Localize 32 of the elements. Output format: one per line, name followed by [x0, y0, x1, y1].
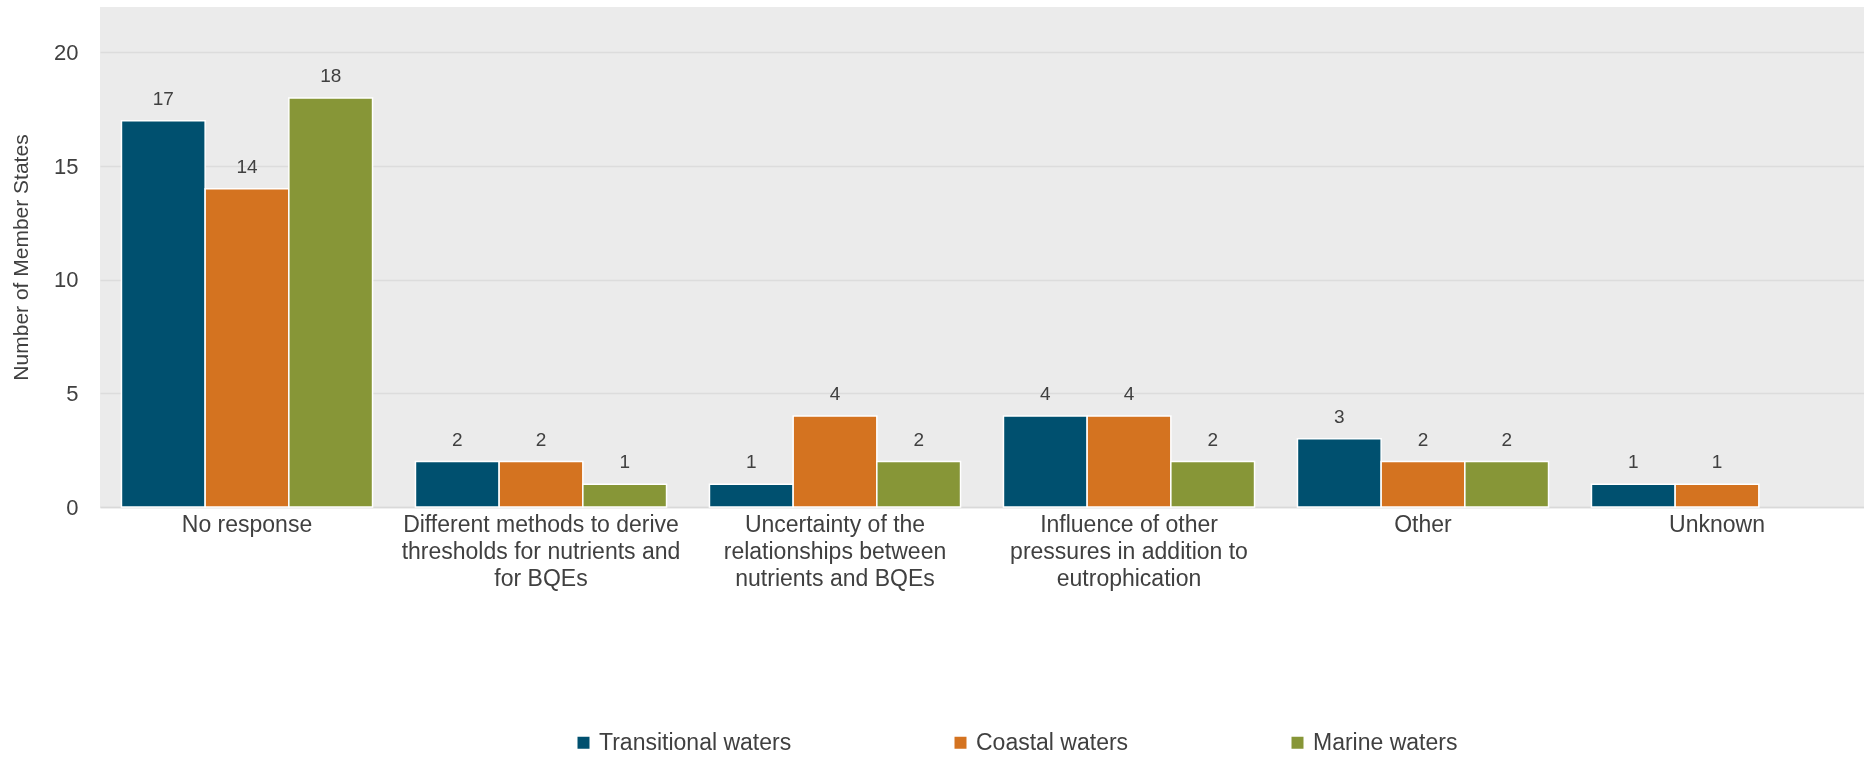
data-label: 2 [1207, 428, 1218, 450]
data-label: 2 [452, 428, 463, 450]
data-label: 2 [1417, 428, 1429, 450]
legend-label: Transitional waters [599, 728, 792, 755]
legend-label: Marine waters [1313, 728, 1458, 755]
data-label: 14 [236, 155, 258, 177]
x-tick-label: Unknown [1669, 510, 1765, 537]
data-label: 4 [829, 383, 841, 405]
y-axis-title: Number of Member States [9, 134, 33, 381]
x-tick-label: Different methods to derive thresholds for nutrients and for BQEs [401, 510, 681, 591]
x-tick-label: Uncertainty of the relationships between nutrients and BQEs [723, 510, 947, 591]
x-tick-label: Influence of other pressures in addition to eutrophication [1010, 510, 1248, 591]
y-tick-label: 0 [66, 494, 79, 520]
y-tick-label: 15 [54, 153, 79, 179]
data-label: 1 [1711, 451, 1723, 473]
data-label: 1 [746, 451, 757, 473]
y-tick-label: 5 [66, 380, 79, 406]
data-label: 4 [1040, 383, 1052, 405]
y-tick-label: 10 [54, 267, 79, 293]
data-label: 2 [535, 428, 547, 450]
x-tick-label: No response [181, 510, 313, 537]
data-label: 2 [1501, 428, 1512, 450]
data-label: 1 [619, 451, 630, 473]
data-label: 17 [152, 87, 174, 109]
data-label: 18 [320, 64, 342, 86]
legend-label: Coastal waters [976, 728, 1129, 755]
x-tick-label: Other [1394, 510, 1453, 537]
y-tick-label: 20 [54, 39, 79, 65]
data-label: 2 [913, 428, 924, 450]
data-label: 1 [1628, 451, 1639, 473]
data-label: 4 [1123, 383, 1135, 405]
data-label: 3 [1334, 405, 1345, 427]
